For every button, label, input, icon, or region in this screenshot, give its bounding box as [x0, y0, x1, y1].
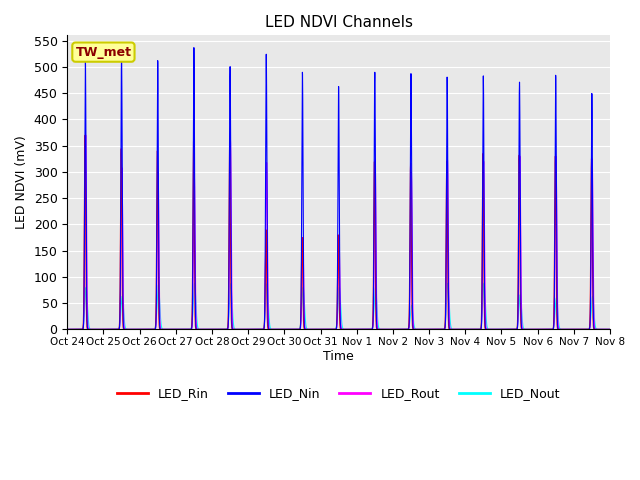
- LED_Rout: [509, 326, 517, 332]
- Title: LED NDVI Channels: LED NDVI Channels: [264, 15, 413, 30]
- LED_Rout: [271, 326, 278, 332]
- Y-axis label: LED NDVI (mV): LED NDVI (mV): [15, 135, 28, 229]
- LED_Nin: [271, 326, 278, 332]
- LED_Rout: [162, 326, 170, 332]
- LED_Nout: [271, 326, 278, 332]
- Line: LED_Nin: LED_Nin: [67, 48, 610, 329]
- LED_Rin: [509, 326, 517, 332]
- LED_Nout: [162, 326, 170, 332]
- LED_Nin: [190, 45, 198, 50]
- LED_Nout: [63, 326, 71, 332]
- LED_Nin: [417, 326, 424, 332]
- LED_Rout: [417, 326, 424, 332]
- LED_Nin: [63, 326, 71, 332]
- LED_Rout: [468, 326, 476, 332]
- LED_Rin: [81, 132, 89, 138]
- LED_Nout: [468, 326, 476, 332]
- Line: LED_Rin: LED_Rin: [67, 135, 610, 329]
- X-axis label: Time: Time: [323, 350, 354, 363]
- LED_Rin: [63, 326, 71, 332]
- Legend: LED_Rin, LED_Nin, LED_Rout, LED_Nout: LED_Rin, LED_Nin, LED_Rout, LED_Nout: [112, 383, 565, 406]
- LED_Rout: [82, 132, 90, 138]
- LED_Rin: [468, 326, 476, 332]
- LED_Rin: [162, 326, 170, 332]
- Line: LED_Rout: LED_Rout: [67, 135, 610, 329]
- LED_Nin: [468, 326, 476, 332]
- LED_Nin: [509, 326, 517, 332]
- Text: TW_met: TW_met: [76, 46, 131, 59]
- LED_Rin: [606, 326, 614, 332]
- LED_Rin: [389, 326, 397, 332]
- LED_Rout: [606, 326, 614, 332]
- LED_Nout: [509, 326, 517, 332]
- LED_Nin: [606, 326, 614, 332]
- LED_Nin: [389, 326, 397, 332]
- LED_Nout: [444, 280, 452, 286]
- LED_Rin: [271, 326, 278, 332]
- LED_Rout: [63, 326, 71, 332]
- LED_Nout: [389, 326, 397, 332]
- LED_Nout: [417, 326, 424, 332]
- LED_Rout: [389, 326, 397, 332]
- LED_Rin: [417, 326, 424, 332]
- Line: LED_Nout: LED_Nout: [67, 283, 610, 329]
- LED_Nout: [606, 326, 614, 332]
- LED_Nin: [162, 326, 170, 332]
